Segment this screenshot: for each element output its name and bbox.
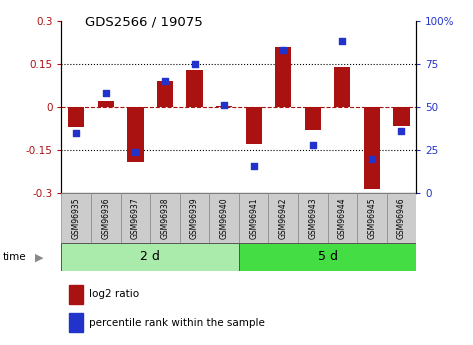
FancyBboxPatch shape xyxy=(91,193,121,243)
Bar xyxy=(127,107,143,161)
Bar xyxy=(394,107,410,126)
Bar xyxy=(98,101,114,107)
Text: GSM96942: GSM96942 xyxy=(279,197,288,239)
Text: 5 d: 5 d xyxy=(317,250,338,263)
Bar xyxy=(334,67,350,107)
Point xyxy=(131,149,139,155)
Bar xyxy=(68,107,84,127)
Bar xyxy=(157,81,173,107)
Text: percentile rank within the sample: percentile rank within the sample xyxy=(88,317,264,327)
FancyBboxPatch shape xyxy=(239,243,416,271)
FancyBboxPatch shape xyxy=(121,193,150,243)
Bar xyxy=(275,47,291,107)
Text: GSM96946: GSM96946 xyxy=(397,197,406,239)
FancyBboxPatch shape xyxy=(61,193,91,243)
Text: GSM96939: GSM96939 xyxy=(190,197,199,239)
Point xyxy=(161,78,169,84)
Point xyxy=(280,47,287,53)
Text: GSM96940: GSM96940 xyxy=(219,197,228,239)
Text: GSM96941: GSM96941 xyxy=(249,197,258,239)
FancyBboxPatch shape xyxy=(180,193,209,243)
Point xyxy=(102,90,110,96)
Text: GSM96938: GSM96938 xyxy=(160,197,169,239)
Point xyxy=(220,102,228,108)
FancyBboxPatch shape xyxy=(150,193,180,243)
Text: 2 d: 2 d xyxy=(140,250,160,263)
Text: GSM96943: GSM96943 xyxy=(308,197,317,239)
Bar xyxy=(69,285,83,304)
Point xyxy=(250,163,257,168)
Point xyxy=(309,142,316,148)
Text: time: time xyxy=(2,253,26,262)
FancyBboxPatch shape xyxy=(298,193,327,243)
Text: GSM96936: GSM96936 xyxy=(101,197,110,239)
Bar xyxy=(69,313,83,332)
Point xyxy=(72,130,80,136)
Point xyxy=(339,39,346,44)
Text: ▶: ▶ xyxy=(35,253,43,262)
Point xyxy=(191,61,198,67)
Text: GSM96945: GSM96945 xyxy=(368,197,377,239)
FancyBboxPatch shape xyxy=(268,193,298,243)
FancyBboxPatch shape xyxy=(209,193,239,243)
Bar xyxy=(245,107,262,144)
Text: GSM96944: GSM96944 xyxy=(338,197,347,239)
FancyBboxPatch shape xyxy=(61,243,239,271)
FancyBboxPatch shape xyxy=(387,193,416,243)
Bar xyxy=(364,107,380,189)
Text: log2 ratio: log2 ratio xyxy=(88,289,139,299)
Text: GDS2566 / 19075: GDS2566 / 19075 xyxy=(85,16,203,29)
Text: GSM96937: GSM96937 xyxy=(131,197,140,239)
FancyBboxPatch shape xyxy=(357,193,387,243)
Bar xyxy=(216,106,232,107)
Bar xyxy=(186,70,202,107)
Point xyxy=(398,128,405,134)
Point xyxy=(368,156,376,161)
Bar xyxy=(305,107,321,130)
FancyBboxPatch shape xyxy=(239,193,268,243)
FancyBboxPatch shape xyxy=(327,193,357,243)
Text: GSM96935: GSM96935 xyxy=(72,197,81,239)
